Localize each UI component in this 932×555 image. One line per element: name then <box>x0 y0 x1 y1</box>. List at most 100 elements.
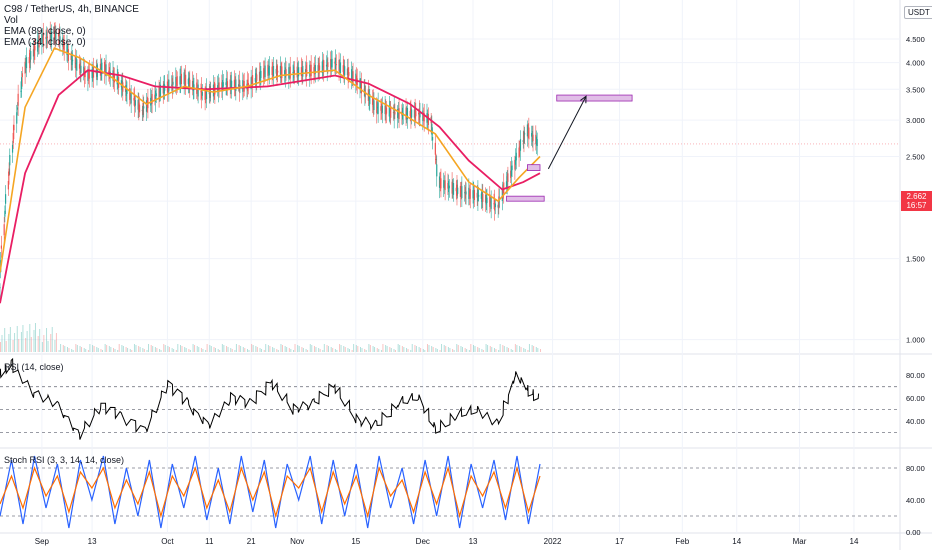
volume-bar <box>464 348 466 352</box>
volume-bar <box>428 345 430 352</box>
candle-body <box>330 58 332 70</box>
volume-bar <box>489 346 491 352</box>
candle-body <box>443 180 446 189</box>
volume-bar <box>26 331 28 352</box>
volume-bar <box>0 342 1 352</box>
volume-bar <box>406 348 408 352</box>
volume-bar <box>167 346 169 352</box>
volume-bar <box>293 350 295 352</box>
candle-body <box>436 164 438 177</box>
volume-bar <box>385 345 387 352</box>
volume-bar <box>16 326 18 352</box>
volume-bar <box>439 350 441 352</box>
volume-bar <box>436 349 438 352</box>
volume-bar <box>221 344 223 352</box>
candle-body <box>514 159 516 170</box>
candle-body <box>129 95 132 97</box>
candle-body <box>67 49 69 61</box>
rsi-tick-label: 80.00 <box>906 371 925 380</box>
candle-body <box>393 106 395 119</box>
candle-body <box>88 71 90 79</box>
candle-body <box>373 100 375 111</box>
candle-body <box>88 69 90 79</box>
candle-body <box>272 66 275 77</box>
candle-body <box>355 73 357 83</box>
volume-bar <box>117 350 119 352</box>
candle-body <box>58 31 60 43</box>
candle-body <box>313 67 315 74</box>
candle-body <box>309 69 312 72</box>
volume-bar <box>156 348 158 352</box>
candle-body <box>348 72 350 76</box>
candle-body <box>70 55 72 60</box>
candle-body <box>473 189 476 201</box>
ema34-line <box>0 47 541 273</box>
candle-body <box>293 66 295 79</box>
candle-body <box>272 67 274 75</box>
candle-body <box>371 97 374 105</box>
volume-bar <box>79 346 81 352</box>
candle-body <box>323 60 325 73</box>
candle-body <box>235 79 237 91</box>
volume-bar <box>298 346 300 352</box>
volume-bar <box>453 350 455 352</box>
volume-bar <box>531 345 533 352</box>
candle-body <box>310 64 312 77</box>
volume-bar <box>461 347 463 352</box>
volume-bar <box>175 350 177 352</box>
candle-body <box>456 184 458 196</box>
candle-body <box>268 65 270 76</box>
volume-bar <box>445 346 447 352</box>
symbol-title: C98 / TetherUS, 4h, BINANCE <box>4 4 139 15</box>
candle-body <box>376 101 378 114</box>
candle-body <box>514 156 517 165</box>
candle-body <box>347 67 349 79</box>
volume-bar <box>378 349 380 352</box>
rsi-tick-label: 40.00 <box>906 417 925 426</box>
candle-body <box>535 136 538 146</box>
volume-bar <box>138 346 140 352</box>
currency-badge[interactable]: USDT <box>904 6 932 19</box>
candle-body <box>455 187 457 192</box>
volume-bar <box>357 346 359 352</box>
candle-body <box>51 30 53 42</box>
candle-body <box>306 70 308 72</box>
candle-body <box>415 110 417 117</box>
volume-bar <box>92 345 94 352</box>
candle-body <box>438 176 441 188</box>
candle-body <box>296 66 298 78</box>
candle-body <box>431 136 434 141</box>
volume-bar <box>68 348 70 352</box>
candle-body <box>183 72 185 85</box>
candle-body <box>318 65 321 70</box>
volume-bar <box>322 350 324 352</box>
volume-bar <box>125 347 127 352</box>
volume-bar <box>519 346 521 352</box>
candle-body <box>344 66 346 76</box>
candle-body <box>126 90 128 94</box>
candle-body <box>71 53 73 65</box>
candle-body <box>3 224 5 236</box>
volume-bar <box>108 346 110 352</box>
volume-bar <box>332 348 334 352</box>
x-tick-label: 15 <box>351 537 360 546</box>
candle-body <box>238 79 240 92</box>
volume-bar <box>330 347 332 352</box>
volume-bar <box>60 344 62 352</box>
candle-body <box>234 82 236 88</box>
candle-body <box>171 84 173 86</box>
volume-bar <box>432 347 434 352</box>
volume-bar <box>213 347 215 352</box>
x-tick-label: 13 <box>469 537 478 546</box>
volume-bar <box>347 348 349 352</box>
candle-body <box>242 84 245 89</box>
candle-body <box>17 93 19 106</box>
volume-bar <box>466 349 468 352</box>
candle-body <box>419 112 421 118</box>
volume-bar <box>277 350 279 352</box>
candle-body <box>251 81 253 83</box>
volume-bar <box>403 347 405 352</box>
x-tick-label: Feb <box>675 537 689 546</box>
candle-body <box>226 81 229 87</box>
candle-body <box>464 192 466 194</box>
